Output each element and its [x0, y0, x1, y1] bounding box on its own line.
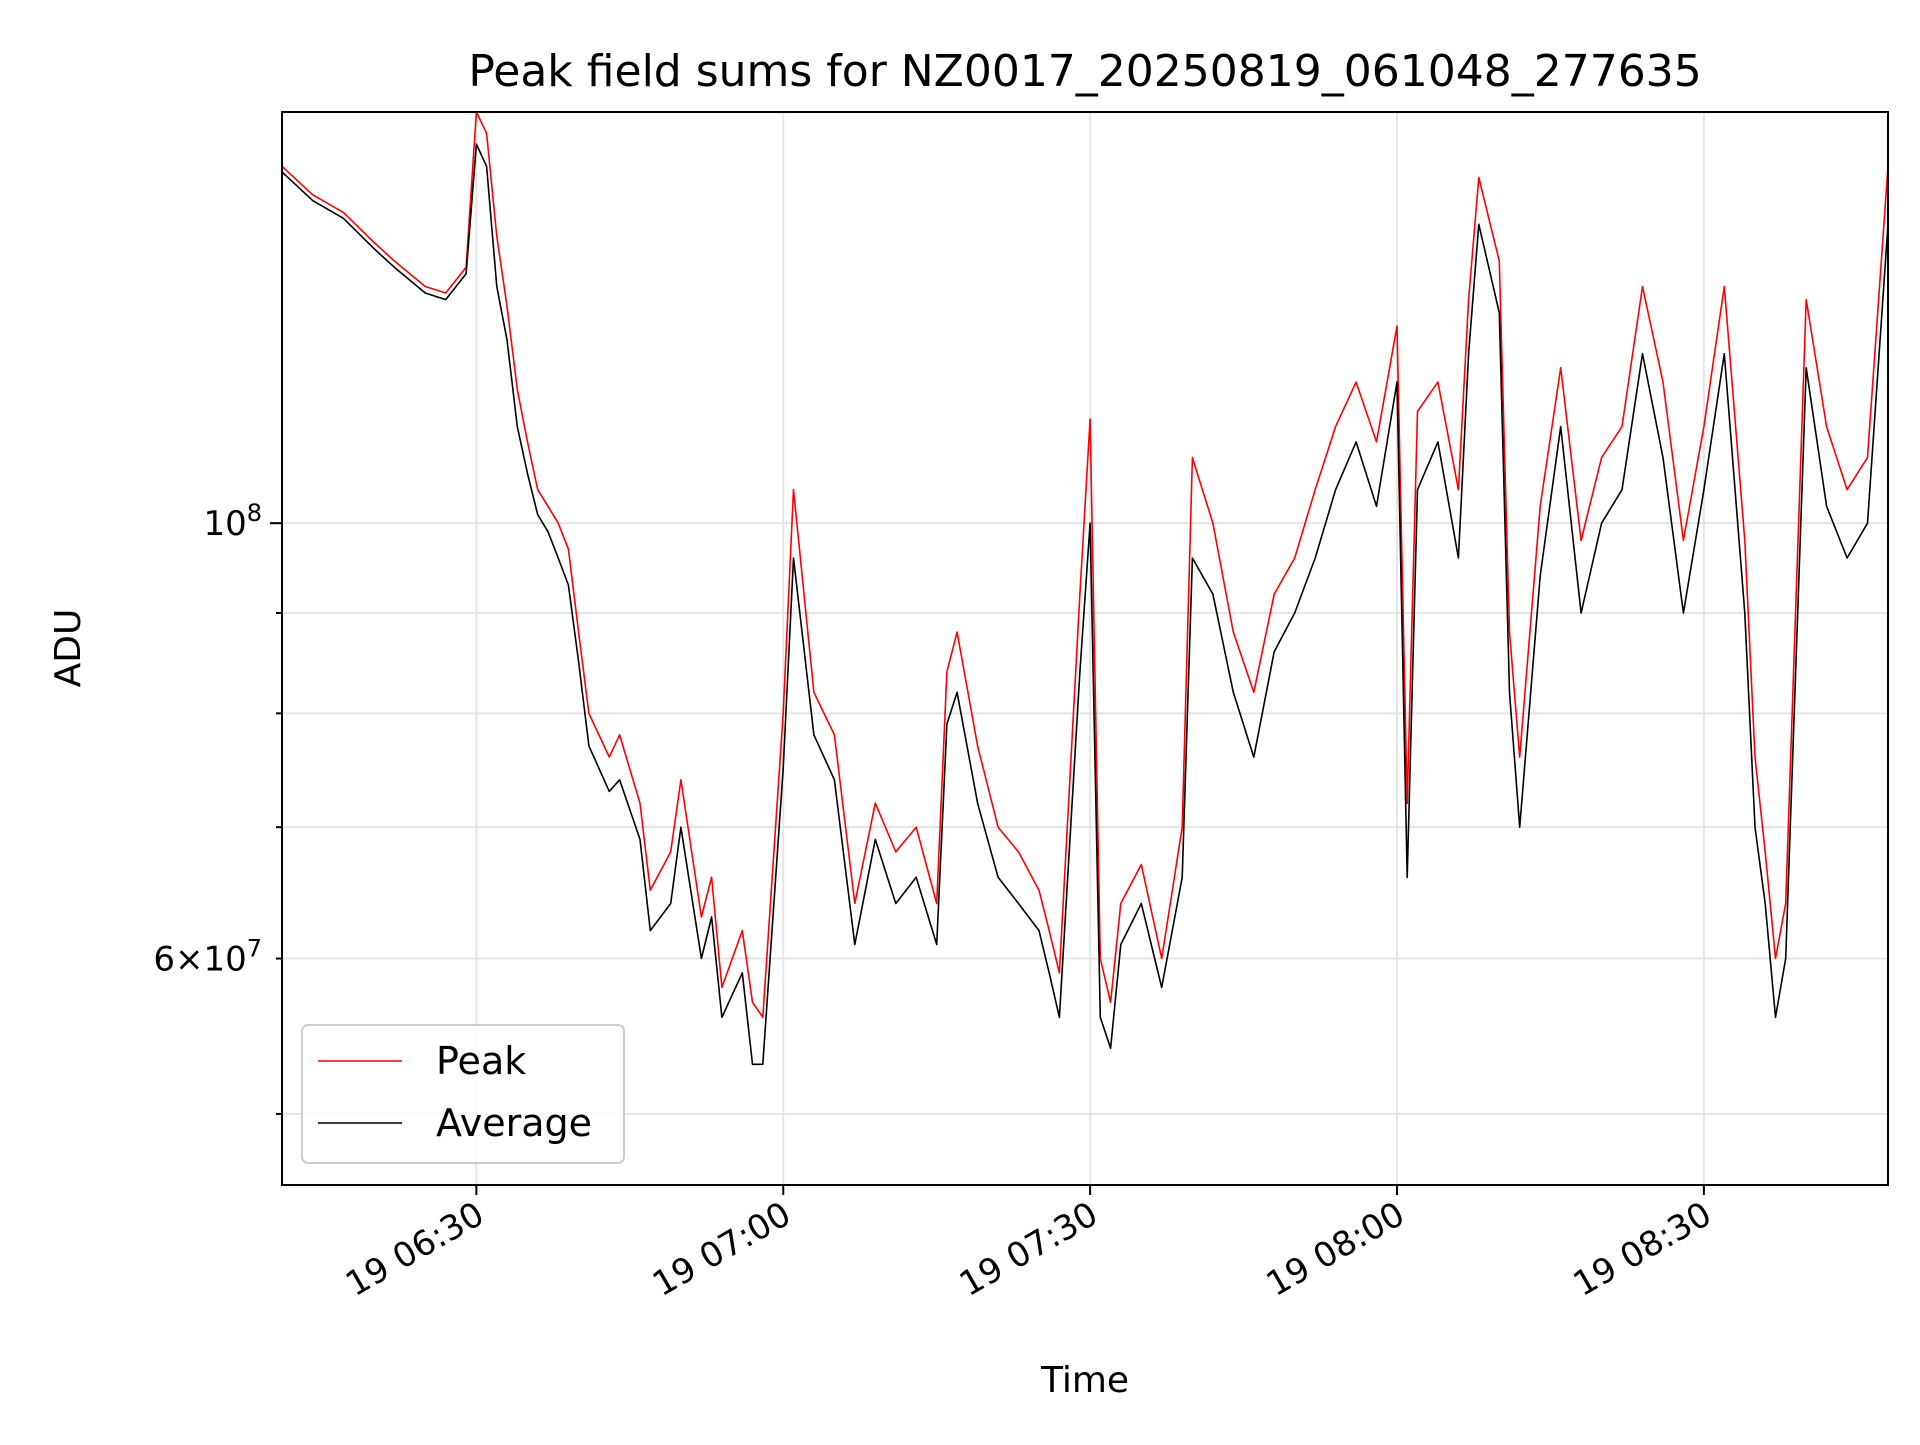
legend-box: [301, 1024, 625, 1164]
legend-average-label: Average: [436, 1101, 592, 1145]
x-axis-label: Time: [1040, 1360, 1129, 1401]
chart-title: Peak field sums for NZ0017_20250819_0610…: [468, 46, 1701, 97]
legend: Peak Average: [301, 1024, 625, 1164]
y-tick-label: 6×107: [153, 935, 262, 980]
y-tick-exponent: 7: [247, 935, 262, 963]
plot-area: [281, 111, 1889, 1066]
series-line-average: [281, 143, 1889, 1066]
y-tick-exponent: 8: [247, 499, 262, 527]
grid: [282, 112, 1888, 1185]
y-axis-label: ADU: [48, 609, 89, 688]
series-line-peak: [281, 111, 1889, 1019]
plot-frame: [281, 111, 1889, 1186]
legend-peak-label: Peak: [436, 1039, 526, 1083]
